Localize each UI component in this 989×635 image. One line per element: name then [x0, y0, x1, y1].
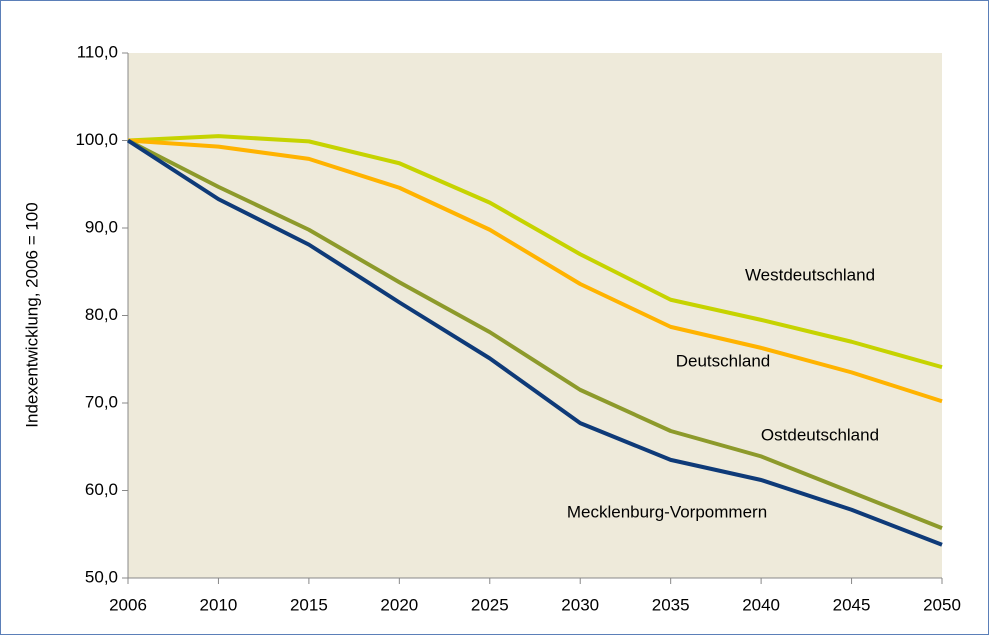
x-tick-label: 2035 [652, 595, 690, 614]
y-tick-label: 100,0 [75, 130, 118, 149]
x-tick-label: 2006 [109, 595, 147, 614]
series-label: Westdeutschland [745, 265, 875, 284]
y-axis-label: Indexentwicklung, 2006 = 100 [22, 202, 41, 427]
x-tick-label: 2010 [200, 595, 238, 614]
x-tick-label: 2040 [742, 595, 780, 614]
y-tick-label: 60,0 [85, 480, 118, 499]
x-tick-label: 2045 [833, 595, 871, 614]
series-label: Ostdeutschland [761, 425, 879, 444]
y-tick-label: 70,0 [85, 392, 118, 411]
x-tick-label: 2015 [290, 595, 328, 614]
series-line [126, 138, 943, 547]
series-line [127, 134, 943, 370]
x-tick-label: 2020 [380, 595, 418, 614]
series-label: Mecklenburg-Vorpommern [567, 502, 767, 521]
y-tick-label: 50,0 [85, 567, 118, 586]
y-tick-label: 110,0 [77, 42, 118, 61]
x-tick-label: 2050 [923, 595, 961, 614]
series-label: Deutschland [676, 351, 771, 370]
series-line [127, 138, 943, 530]
x-tick-label: 2025 [471, 595, 509, 614]
y-tick-label: 90,0 [85, 217, 118, 236]
x-tick-label: 2030 [561, 595, 599, 614]
series-line [127, 138, 943, 404]
y-tick-label: 80,0 [85, 305, 118, 324]
